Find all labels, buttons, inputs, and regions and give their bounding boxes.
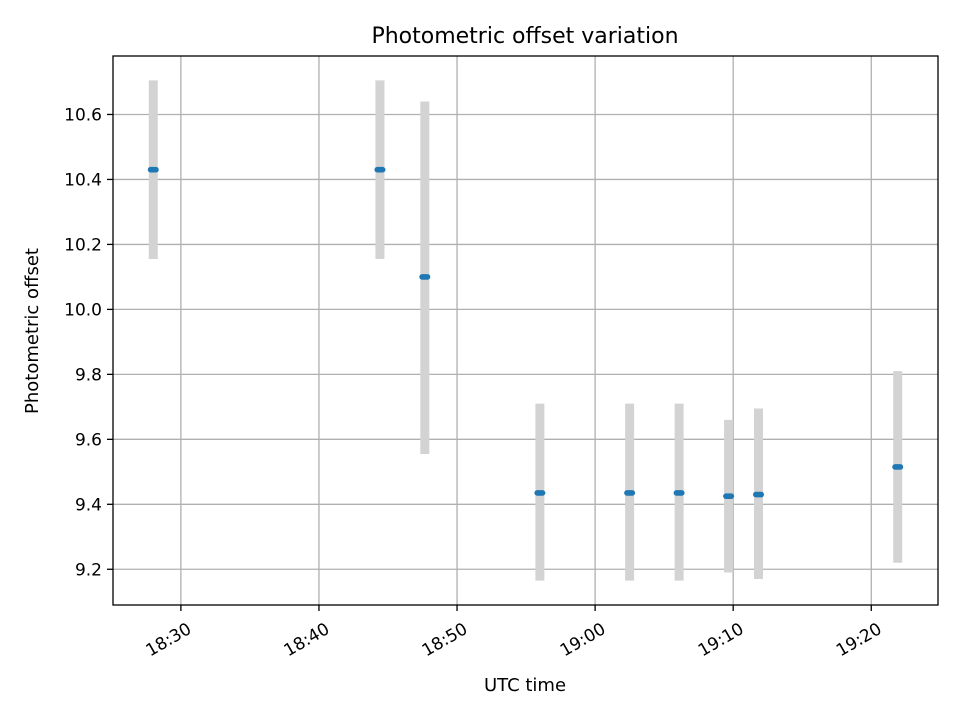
errorbar-layer xyxy=(148,80,903,581)
marker-layer xyxy=(147,166,904,499)
x-tick-label: 18:40 xyxy=(281,619,333,661)
y-axis-label: Photometric offset xyxy=(22,248,43,414)
data-point xyxy=(892,464,904,470)
x-tick-label: 18:30 xyxy=(143,619,195,661)
plot-frame xyxy=(112,55,939,606)
data-point xyxy=(374,166,386,173)
x-tick-label: 18:50 xyxy=(419,619,471,661)
data-point xyxy=(723,493,735,499)
y-tick-label: 9.8 xyxy=(75,365,102,385)
data-point xyxy=(147,166,159,173)
x-tick-label: 19:10 xyxy=(695,619,747,661)
y-tick-label: 10.0 xyxy=(64,300,102,320)
x-tick-label: 19:00 xyxy=(557,619,609,661)
x-tick-label: 19:20 xyxy=(833,619,885,661)
y-tick-label: 9.2 xyxy=(75,560,102,580)
data-point xyxy=(624,490,636,496)
y-tick-label: 9.4 xyxy=(75,495,102,515)
y-tick-label: 10.2 xyxy=(64,235,102,255)
chart-title: Photometric offset variation xyxy=(371,24,678,49)
grid-layer xyxy=(113,56,938,605)
y-tick-label: 10.4 xyxy=(64,170,102,190)
data-point xyxy=(753,491,765,498)
data-point xyxy=(419,274,431,280)
data-point xyxy=(534,490,546,496)
y-tick-label: 10.6 xyxy=(64,105,102,125)
y-tick-label: 9.6 xyxy=(75,430,102,450)
x-axis-label: UTC time xyxy=(484,675,566,696)
data-point xyxy=(673,490,685,496)
